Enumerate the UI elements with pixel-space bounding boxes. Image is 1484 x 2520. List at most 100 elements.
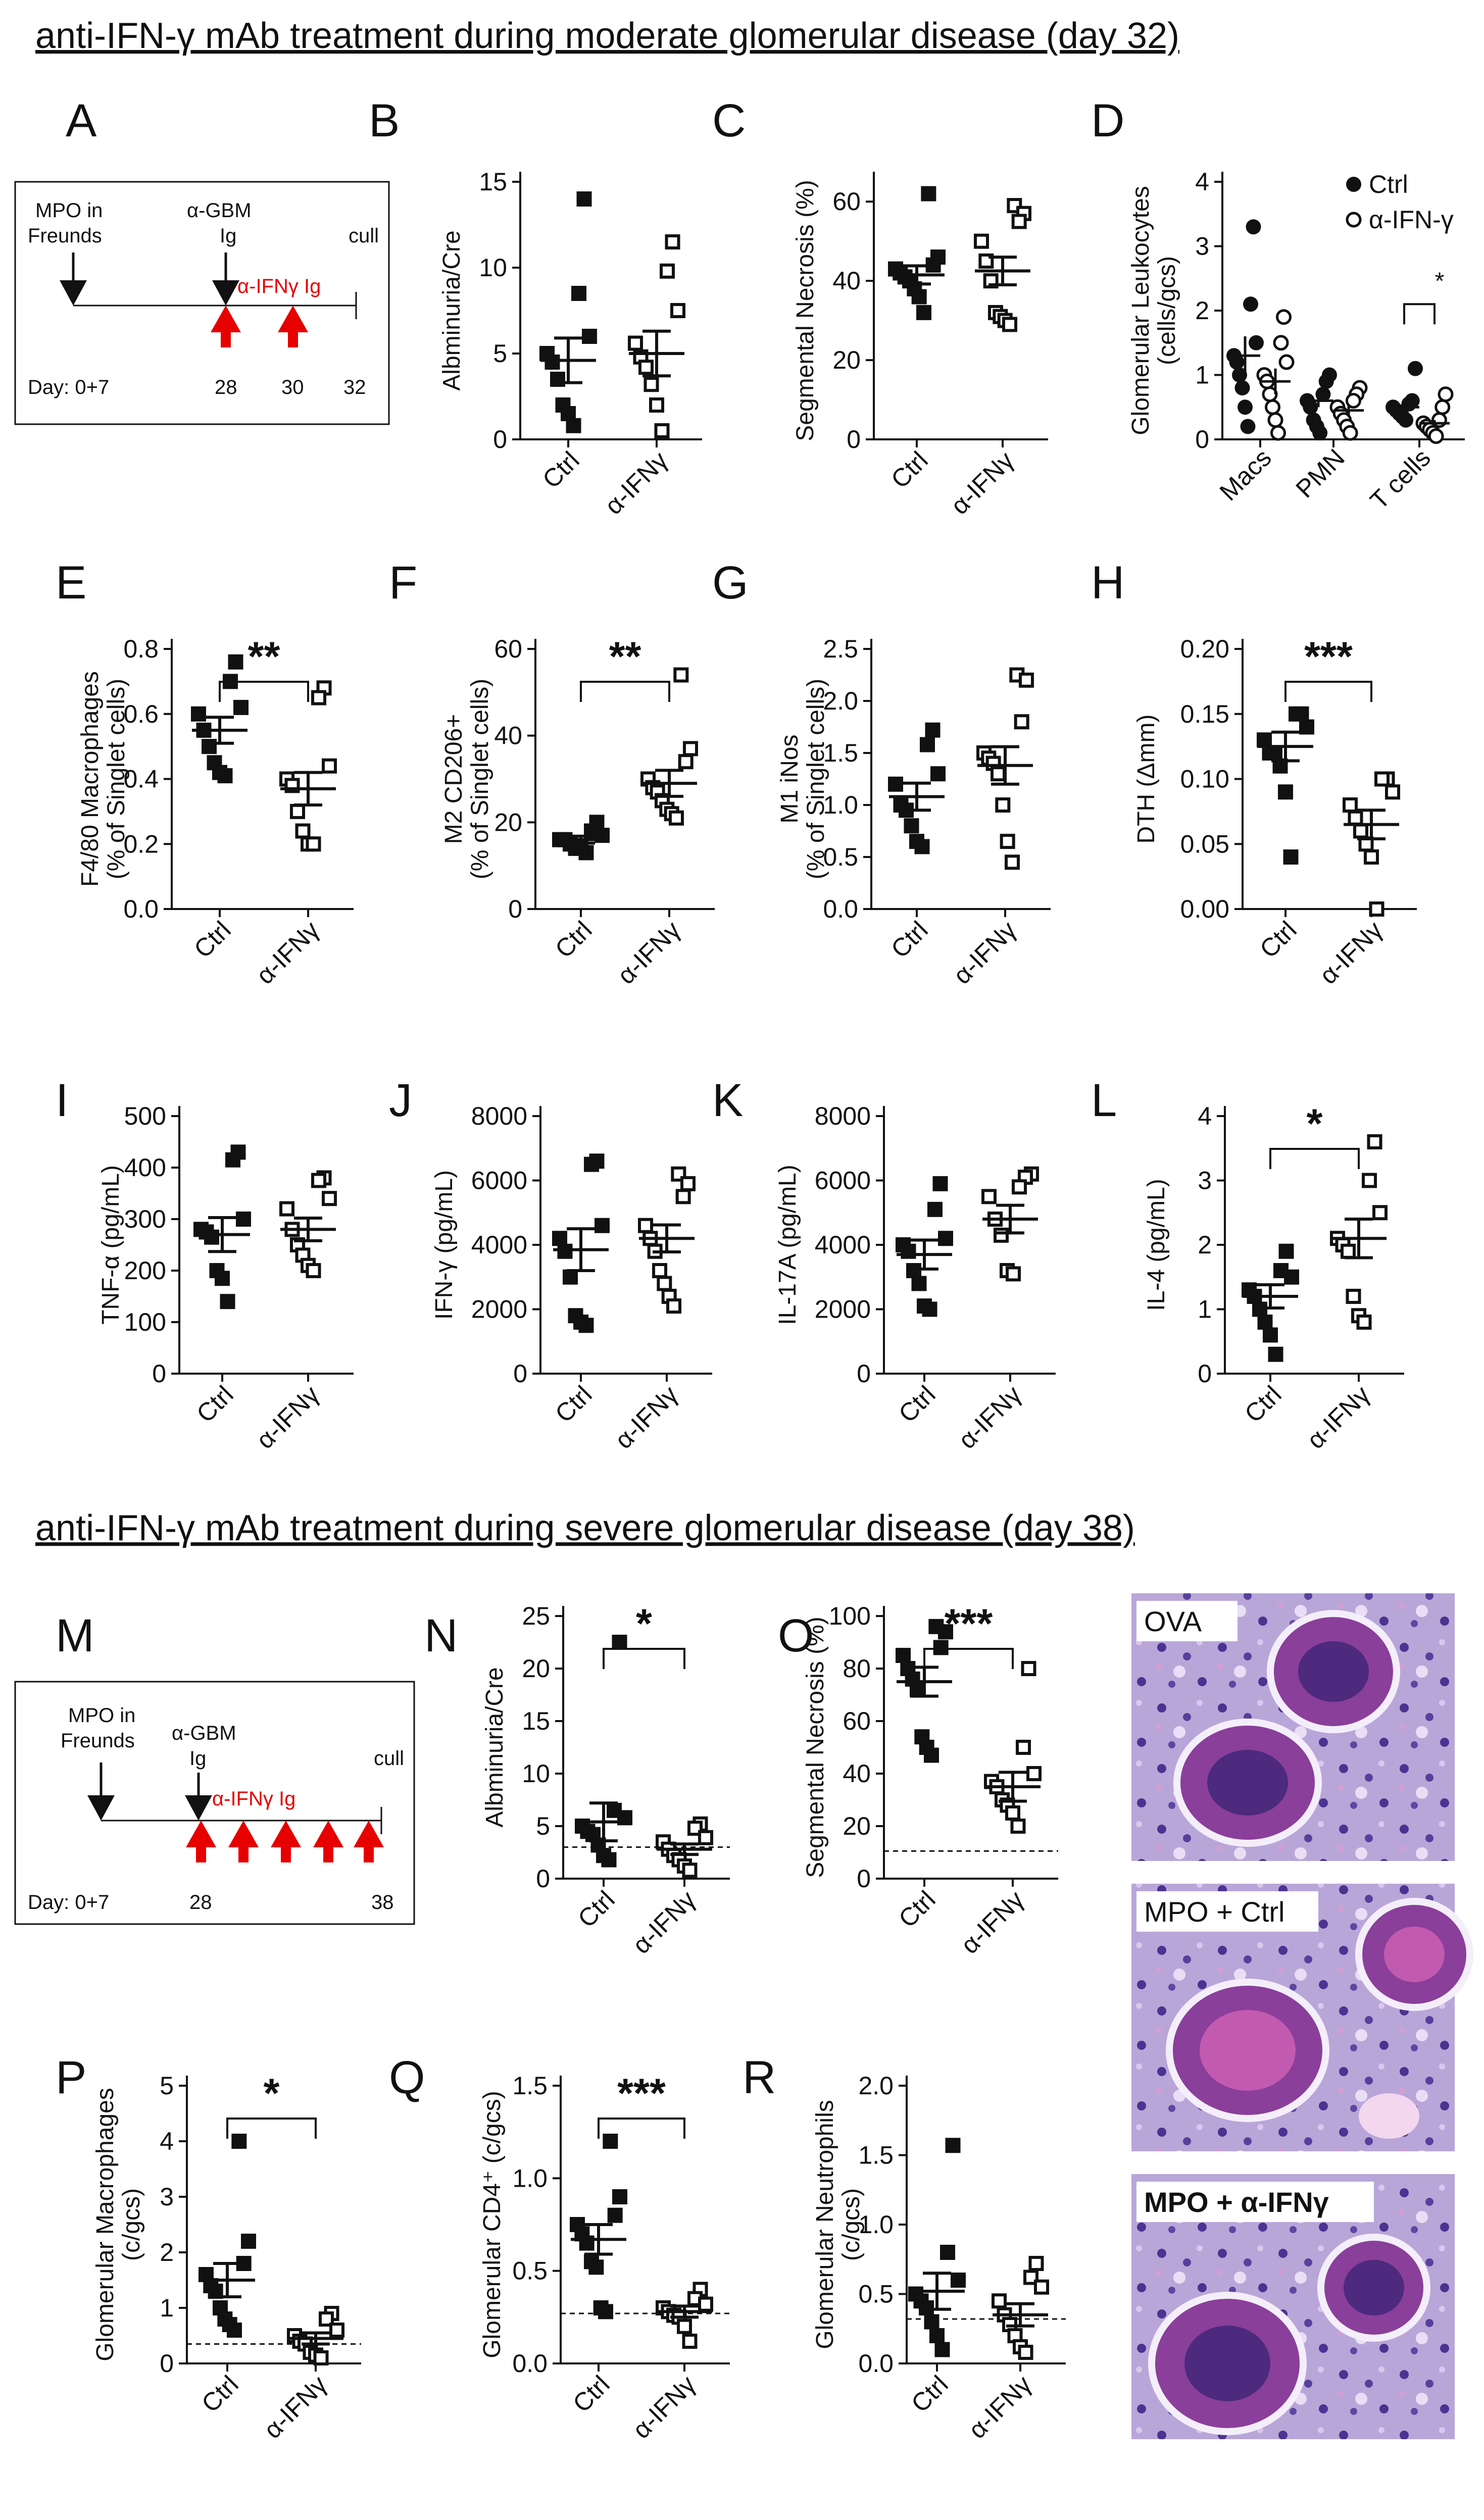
y-tick-label: 0 (160, 2349, 174, 2378)
data-point (1265, 399, 1280, 415)
y-tick-label: 0.05 (1180, 830, 1229, 858)
data-point (1034, 2279, 1049, 2295)
category-label: α-IFNγ (1314, 916, 1388, 989)
y-tick-label: 8000 (815, 1102, 871, 1130)
chart-e: 0.0 0.2 0.4 0.6 0.8 F4/80 Macrophages (% of Si… (77, 634, 354, 990)
data-point (1345, 393, 1361, 409)
data-point (1385, 784, 1400, 800)
y-tick-label: 1.5 (512, 2072, 548, 2100)
data-point (566, 418, 581, 433)
timeline-label-cull: cull (349, 225, 379, 247)
y-tick-label: 4000 (471, 1231, 527, 1259)
category-label: Ctrl (885, 916, 933, 964)
panel-letter-f: F (389, 557, 417, 609)
panel-letter-a: A (66, 95, 97, 146)
data-point (934, 2342, 950, 2357)
data-point (295, 823, 311, 839)
data-point (1312, 425, 1328, 441)
y-tick-label: 6000 (471, 1167, 527, 1195)
panel-letter-h: H (1091, 557, 1124, 609)
y-axis-label: DTH (Δmm) (1133, 715, 1160, 844)
y-tick-label: 10 (522, 1759, 550, 1788)
data-point (241, 2234, 256, 2249)
timeline-label-treatment: α-IFNγ Ig (237, 275, 321, 297)
data-point (929, 2328, 945, 2343)
category-label: α-IFNγ (627, 1885, 701, 1959)
data-point (638, 1218, 653, 1233)
significance-bracket (219, 681, 309, 702)
significance-bracket (598, 2118, 685, 2139)
category-label: α-IFNγ (945, 446, 1019, 520)
data-point (1006, 1266, 1021, 1282)
significance-label: * (1307, 1101, 1323, 1147)
treatment-arrow-icon (228, 1821, 259, 1847)
y-tick-label: 2000 (471, 1295, 527, 1324)
treatment-arrow-icon (278, 306, 308, 332)
data-point (670, 303, 685, 318)
data-point (628, 335, 643, 351)
timeline-day-gbm: 28 (189, 1891, 212, 1913)
y-tick-label: 0.8 (123, 635, 159, 663)
data-point (916, 305, 931, 320)
data-point (683, 741, 698, 757)
data-point (992, 2293, 1007, 2309)
data-point (1229, 355, 1245, 370)
y-axis-label: (% of Singlet cells) (103, 679, 130, 879)
y-tick-label: 0.00 (1180, 895, 1229, 923)
y-axis-label: (% of Singlet cells) (467, 679, 493, 879)
data-point (202, 739, 217, 754)
panel-letter-g: G (712, 557, 749, 609)
histology-image-mpo-ctrl: MPO + Ctrl (1131, 1884, 1473, 2151)
data-point (1356, 1315, 1372, 1330)
data-point (322, 1191, 337, 1206)
data-point (306, 836, 321, 852)
category-label: α-IFNγ (953, 1380, 1026, 1454)
y-tick-label: 0 (857, 1864, 871, 1893)
data-point (1011, 214, 1027, 229)
category-label: T cells (1365, 443, 1436, 515)
data-point (1372, 1205, 1388, 1221)
category-label: Ctrl (550, 916, 598, 964)
histology-panels: OVA MPO + Ctrl MPO + α-IFNγ (1131, 1593, 1473, 2439)
data-point (1263, 1327, 1278, 1343)
y-tick-label: 0 (536, 1864, 550, 1893)
y-tick-label: 300 (124, 1205, 166, 1233)
y-tick-label: 15 (479, 168, 507, 196)
data-point (1276, 309, 1292, 325)
panel-letter-n: N (424, 1610, 458, 1661)
y-tick-label: 500 (124, 1102, 166, 1130)
y-tick-label: 1.0 (512, 2164, 548, 2192)
data-point (1238, 399, 1253, 415)
data-point (678, 754, 694, 770)
category-label: Ctrl (893, 1380, 941, 1428)
section1-title: anti-IFN-γ mAb treatment during moderate… (35, 16, 1179, 56)
significance-bracket (226, 2118, 317, 2139)
y-tick-label: 0 (1195, 425, 1209, 453)
y-axis-label: IL-17A (pg/mL) (774, 1165, 801, 1325)
y-axis-label: Glomerular Macrophages (92, 2088, 119, 2361)
significance-label: * (1435, 268, 1445, 294)
data-point (1343, 797, 1358, 813)
timeline-day-start: Day: 0+7 (28, 376, 109, 398)
panel-letter-b: B (369, 95, 400, 146)
data-point (698, 1830, 713, 1845)
y-tick-label: 100 (829, 1602, 871, 1630)
data-point (1289, 706, 1304, 722)
y-axis-label: Albminuria/Cre (438, 230, 465, 390)
significance-bracket (1403, 303, 1436, 325)
gbm-arrow-icon (212, 280, 239, 306)
data-point (313, 2350, 329, 2365)
data-point (940, 2245, 955, 2260)
legend-label: Ctrl (1369, 170, 1408, 198)
y-tick-label: 0.6 (123, 700, 159, 728)
data-point (1016, 1740, 1031, 1755)
significance-bracket (580, 681, 670, 702)
timeline-label-mpo-2: Freunds (28, 225, 102, 247)
y-tick-label: 1.0 (823, 791, 858, 819)
data-point (329, 2323, 344, 2338)
data-point (1249, 335, 1264, 350)
y-tick-label: 0.5 (512, 2257, 548, 2285)
y-tick-label: 4000 (815, 1231, 871, 1259)
